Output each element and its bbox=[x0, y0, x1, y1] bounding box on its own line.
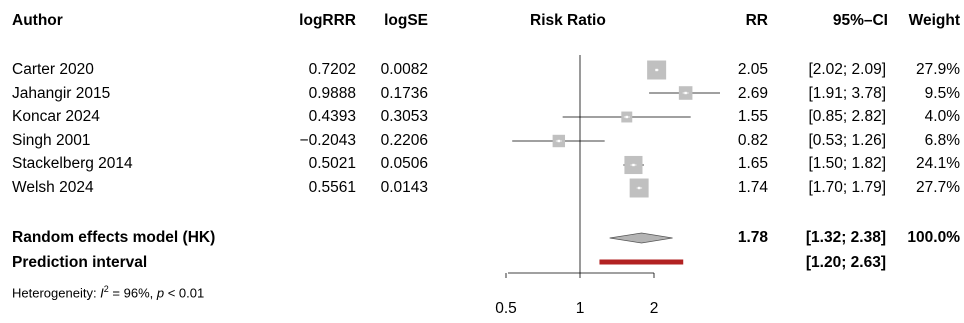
header-logse: logSE bbox=[384, 12, 428, 29]
study-point bbox=[655, 68, 658, 72]
study-logse: 0.0506 bbox=[380, 155, 428, 172]
study-rr: 1.55 bbox=[737, 108, 768, 125]
study-logrrr: 0.5561 bbox=[308, 179, 356, 196]
study-logrrr: 0.9888 bbox=[308, 85, 356, 102]
study-weight: 27.7% bbox=[916, 179, 960, 196]
study-logrrr: −0.2043 bbox=[299, 132, 356, 149]
i2-superscript: 2 bbox=[103, 284, 109, 294]
study-rr: 0.82 bbox=[737, 132, 768, 149]
study-author: Stackelberg 2014 bbox=[12, 155, 133, 172]
study-point bbox=[625, 115, 628, 119]
study-ci: [1.70; 1.79] bbox=[808, 179, 886, 196]
study-point bbox=[632, 163, 635, 167]
prediction-ci: [1.20; 2.63] bbox=[805, 254, 886, 271]
study-logse: 0.0143 bbox=[380, 179, 428, 196]
study-author: Jahangir 2015 bbox=[12, 85, 111, 102]
study-weight: 6.8% bbox=[924, 132, 960, 149]
i2-value: = 96%, bbox=[108, 285, 157, 301]
study-logse: 0.3053 bbox=[380, 108, 428, 125]
study-ci: [0.53; 1.26] bbox=[808, 132, 886, 149]
study-author: Koncar 2024 bbox=[12, 108, 100, 125]
x-tick-label: 1 bbox=[576, 300, 585, 317]
pooled-weight: 100.0% bbox=[907, 229, 960, 246]
p-value: < 0.01 bbox=[164, 285, 205, 301]
study-ci: [0.85; 2.82] bbox=[808, 108, 886, 125]
p-symbol: p bbox=[156, 285, 165, 301]
x-tick-label: 0.5 bbox=[495, 300, 517, 317]
study-point bbox=[557, 139, 561, 143]
study-ci: [2.02; 2.09] bbox=[808, 61, 886, 78]
i2-symbol: I bbox=[100, 285, 104, 301]
header-logrrr: logRRR bbox=[299, 12, 356, 29]
pooled-label: Random effects model (HK) bbox=[12, 229, 216, 246]
pooled-diamond bbox=[609, 232, 673, 244]
study-point bbox=[684, 91, 687, 95]
study-rr: 2.05 bbox=[737, 61, 768, 78]
heterogeneity-text: Heterogeneity: I2 = 96%, p < 0.01 bbox=[12, 280, 204, 302]
study-logrrr: 0.7202 bbox=[308, 61, 356, 78]
pooled-rr: 1.78 bbox=[737, 229, 768, 246]
prediction-label: Prediction interval bbox=[12, 254, 148, 271]
header-risk-ratio: Risk Ratio bbox=[530, 12, 606, 29]
study-logrrr: 0.4393 bbox=[308, 108, 356, 125]
study-author: Carter 2020 bbox=[12, 61, 94, 78]
study-rr: 2.69 bbox=[737, 85, 768, 102]
study-logrrr: 0.5021 bbox=[308, 155, 356, 172]
heterogeneity-prefix: Heterogeneity: bbox=[12, 285, 101, 301]
study-author: Welsh 2024 bbox=[12, 179, 94, 196]
study-weight: 27.9% bbox=[916, 61, 960, 78]
header-weight: Weight bbox=[908, 12, 960, 29]
study-logse: 0.1736 bbox=[380, 85, 428, 102]
plot-layer: 0.5 1 2 bbox=[495, 55, 720, 317]
study-author: Singh 2001 bbox=[12, 132, 91, 149]
header-ci: 95%–CI bbox=[832, 12, 888, 29]
study-ci: [1.50; 1.82] bbox=[808, 155, 886, 172]
study-weight: 9.5% bbox=[924, 85, 960, 102]
pooled-ci: [1.32; 2.38] bbox=[805, 229, 886, 246]
header-author: Author bbox=[12, 12, 63, 29]
prediction-interval-bar bbox=[599, 259, 684, 265]
study-ci: [1.91; 3.78] bbox=[808, 85, 886, 102]
study-weight: 4.0% bbox=[924, 108, 960, 125]
study-rr: 1.65 bbox=[737, 155, 768, 172]
study-logse: 0.0082 bbox=[380, 61, 428, 78]
study-weight: 24.1% bbox=[916, 155, 960, 172]
study-logse: 0.2206 bbox=[380, 132, 428, 149]
study-point bbox=[637, 186, 641, 190]
header-rr: RR bbox=[745, 12, 768, 29]
study-rr: 1.74 bbox=[737, 179, 768, 196]
x-tick-label: 2 bbox=[650, 300, 659, 317]
